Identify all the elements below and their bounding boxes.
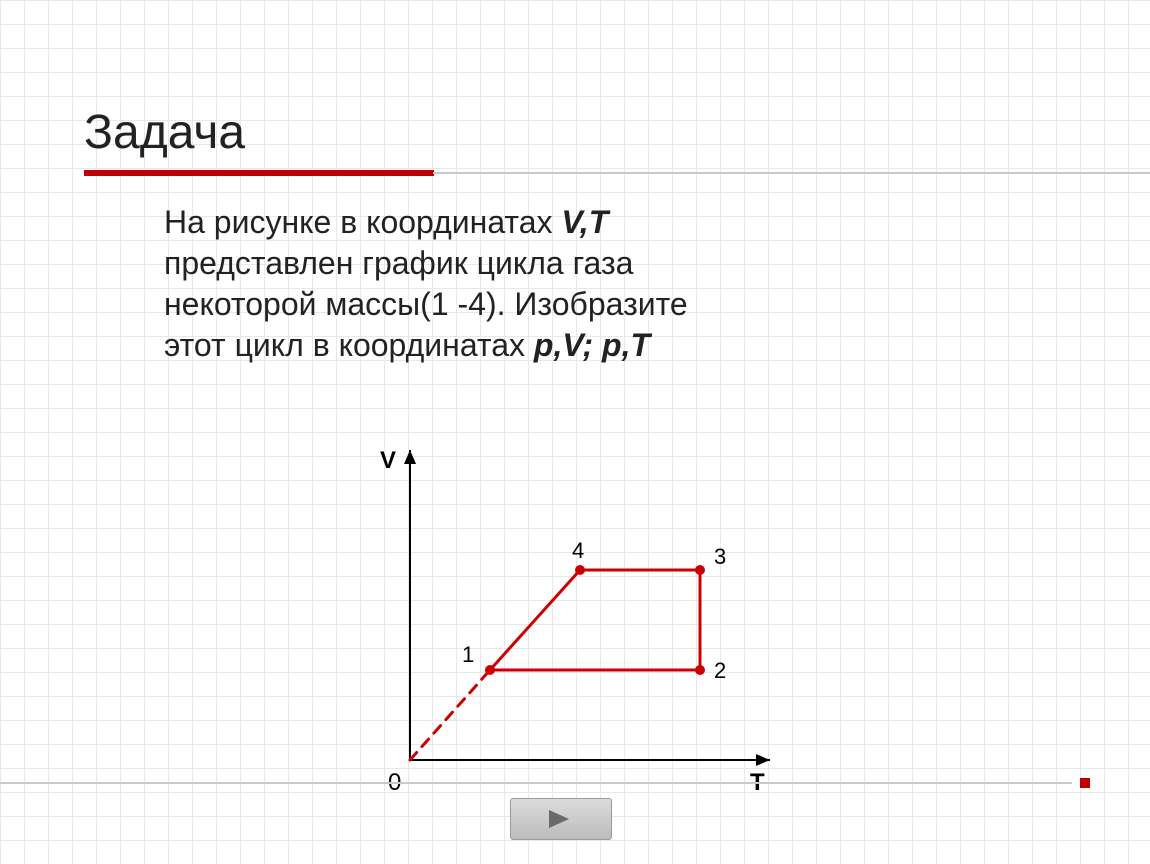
vt-chart: VT01234 (370, 440, 800, 800)
title-underline-thin (433, 172, 1150, 174)
svg-text:4: 4 (572, 538, 584, 563)
svg-text:V: V (380, 447, 396, 474)
vt-chart-svg: VT01234 (370, 440, 800, 800)
slide-title: Задача (0, 0, 1150, 160)
svg-text:3: 3 (714, 544, 726, 569)
title-underline-accent (84, 170, 434, 176)
svg-text:2: 2 (714, 658, 726, 683)
body-line4-em: p,V; p,T (534, 327, 650, 363)
footer-rule-line (0, 782, 1072, 784)
slide: Задача На рисунке в координатах V,T пред… (0, 0, 1150, 864)
body-line1-pre: На рисунке в координатах (164, 204, 561, 240)
body-line1-em: V,T (561, 204, 608, 240)
title-underline (84, 170, 1150, 176)
body-line4-pre: этот цикл в координатах (164, 327, 534, 363)
footer-rule-square (1080, 778, 1090, 788)
footer-rule (0, 778, 1150, 788)
problem-text: На рисунке в координатах V,T представлен… (164, 202, 1080, 366)
next-slide-button[interactable] (510, 798, 612, 840)
body-line2: представлен график цикла газа (164, 245, 633, 281)
svg-text:1: 1 (462, 642, 474, 667)
play-forward-icon (547, 808, 575, 830)
body-line3: некоторой массы(1 -4). Изобразите (164, 286, 688, 322)
